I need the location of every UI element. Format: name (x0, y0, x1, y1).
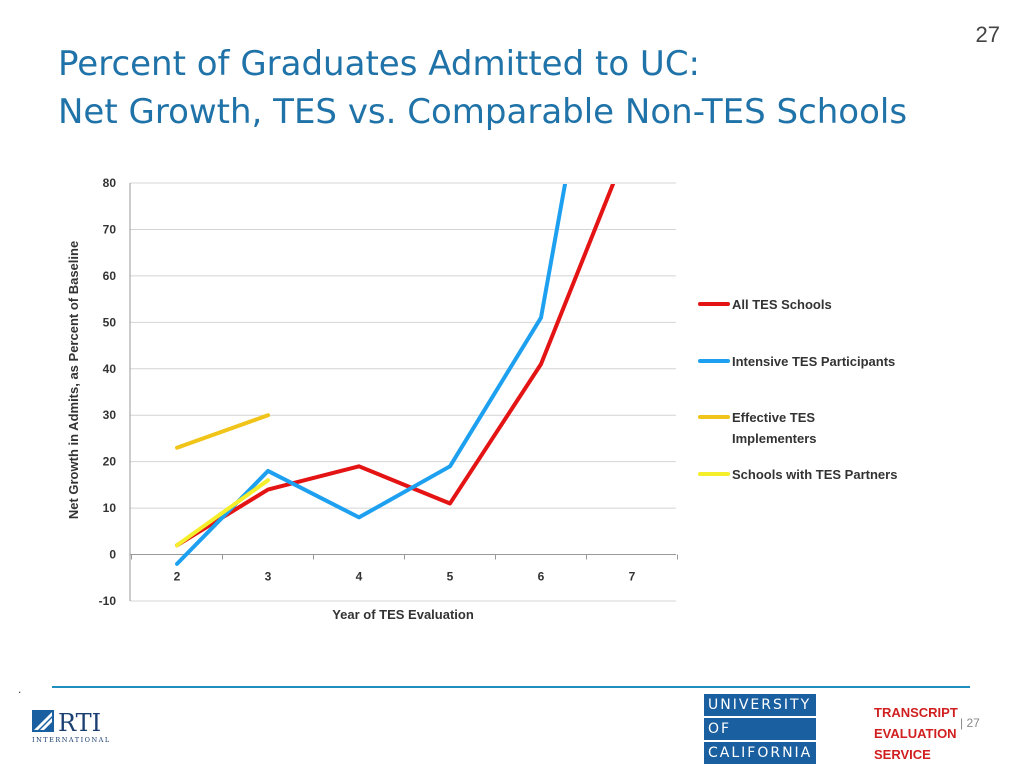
tes-logo-line-1: TRANSCRIPT (874, 705, 958, 720)
series-line-1 (175, 184, 616, 548)
y-tick-label: 0 (109, 548, 116, 562)
series-line-4 (175, 478, 270, 548)
x-tick-label: 7 (629, 570, 636, 584)
slide-number: 27 (975, 22, 1000, 47)
page-title: Percent of Graduates Admitted to UC: Net… (58, 40, 907, 136)
x-tick-label: 3 (265, 570, 272, 584)
y-tick-label: 80 (103, 176, 117, 190)
y-tick-label: 60 (103, 269, 117, 283)
uc-logo-line-2: OF (704, 718, 816, 740)
x-axis-title: Year of TES Evaluation (332, 607, 474, 622)
footer-marker: . (18, 682, 22, 696)
legend-label-3: Effective TES Implementers (732, 410, 817, 446)
y-tick-label: 10 (103, 501, 117, 515)
y-tick-label: 50 (103, 315, 117, 329)
tes-logo-line-2: EVALUATION (874, 726, 957, 741)
x-tick-label: 4 (356, 570, 363, 584)
line-chart: -10 0 10 20 30 40 50 60 70 80 2 3 4 5 6 7 All TES Schoo… (66, 176, 897, 622)
legend-label-1: All TES Schools (732, 297, 832, 312)
y-tick-label: 20 (103, 455, 117, 469)
x-tick-label: 2 (174, 570, 181, 584)
x-tick-label: 6 (538, 570, 545, 584)
svg-text:RTI: RTI (58, 709, 101, 737)
y-tick-label: 70 (103, 222, 117, 236)
tes-logo: TRANSCRIPT EVALUATION SERVICE (874, 702, 974, 765)
uc-logo: UNIVERSITY OF CALIFORNIA (704, 694, 816, 766)
y-tick-label: -10 (99, 594, 117, 608)
footer-divider (52, 686, 970, 688)
x-tick-label: 5 (447, 570, 454, 584)
y-tick-label: 40 (103, 362, 117, 376)
title-line-2: Net Growth, TES vs. Comparable Non-TES S… (58, 92, 908, 132)
uc-logo-line-3: CALIFORNIA (704, 742, 816, 764)
uc-logo-line-1: UNIVERSITY (704, 694, 816, 716)
tes-logo-line-3: SERVICE (874, 747, 931, 762)
series-line-2 (175, 184, 568, 566)
y-tick-label: 30 (103, 408, 117, 422)
rti-logo: RTI INTERNATIONAL (32, 709, 111, 744)
svg-text:INTERNATIONAL: INTERNATIONAL (32, 736, 111, 744)
title-line-1: Percent of Graduates Admitted to UC: (58, 44, 701, 84)
series-line-3 (175, 413, 270, 450)
footer-page-number: | 27 (960, 716, 980, 730)
y-axis-title: Net Growth in Admits, as Percent of Base… (66, 241, 81, 519)
legend-label-4: Schools with TES Partners (732, 467, 897, 482)
legend-label-2: Intensive TES Participants (732, 354, 895, 369)
